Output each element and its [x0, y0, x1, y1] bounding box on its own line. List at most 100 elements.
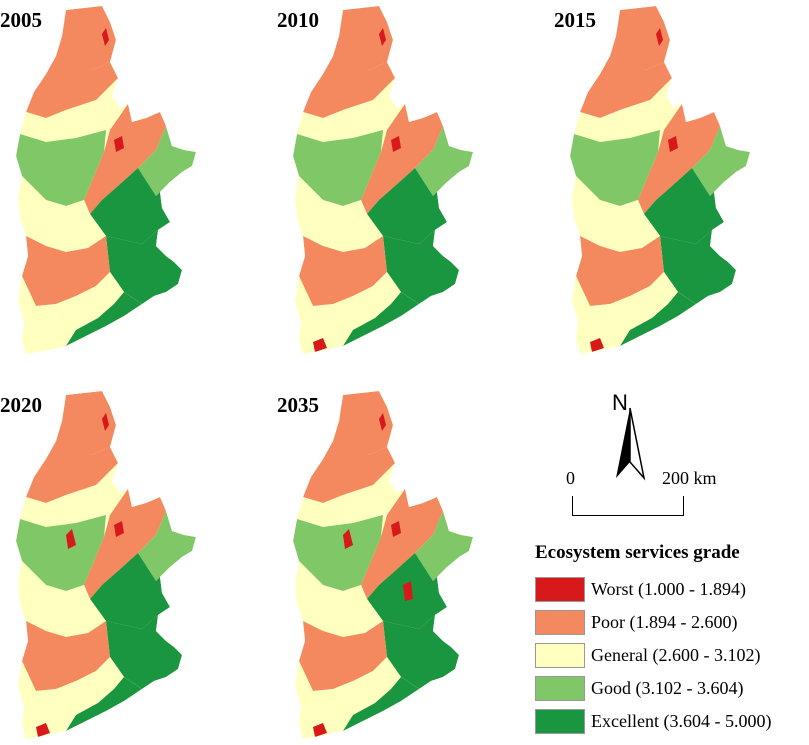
region-map [293, 391, 473, 739]
grade-zone [293, 130, 383, 206]
grade-zone [297, 481, 397, 527]
grade-zone [620, 292, 696, 346]
legend-swatch [535, 643, 585, 668]
legend-swatch [535, 676, 585, 701]
map-panel-2005: 2005 [0, 0, 260, 360]
grade-zone [16, 130, 106, 206]
grade-zone [415, 126, 473, 196]
north-letter: N [612, 390, 628, 415]
panel-year-label: 2035 [277, 393, 319, 417]
grade-zone [26, 56, 118, 118]
legend-swatch [535, 610, 585, 635]
grade-zone [18, 657, 142, 739]
worst-grade-patch [391, 136, 401, 152]
legend-label: Poor (1.894 - 2.600) [591, 612, 738, 632]
grade-zone [18, 561, 106, 637]
region-map [293, 6, 473, 354]
grade-zone [303, 56, 395, 118]
grade-zone [361, 489, 443, 599]
worst-grade-patch [379, 413, 386, 431]
legend-label: General (2.600 - 3.102) [591, 645, 761, 665]
grade-zone [297, 96, 397, 142]
legend-swatch [535, 709, 585, 734]
grade-zone [106, 230, 182, 304]
grade-zone [580, 56, 672, 118]
scale-bar: 0 200 km [560, 468, 750, 528]
grade-zone [415, 511, 473, 581]
scale-line [572, 496, 684, 516]
grade-zone [333, 391, 393, 455]
grade-zone [570, 130, 660, 206]
legend-label: Worst (1.000 - 1.894) [591, 579, 747, 599]
grade-zone [343, 292, 419, 346]
grade-zone [16, 515, 106, 591]
grade-zone [572, 176, 660, 252]
legend-label: Excellent (3.604 - 5.000) [591, 711, 772, 731]
grade-zone [293, 515, 383, 591]
grade-zone [343, 677, 419, 731]
grade-zone [18, 272, 142, 354]
legend-item-poor: Poor (1.894 - 2.600) [535, 606, 807, 639]
grade-zone [22, 621, 110, 691]
grade-zone [576, 236, 664, 306]
worst-grade-patch [313, 338, 327, 352]
panel-year-label: 2020 [0, 393, 42, 417]
grade-zone [303, 441, 395, 503]
worst-grade-patch [66, 529, 76, 549]
grade-zone [295, 272, 419, 354]
panel-year-label: 2010 [277, 8, 319, 32]
legend-item-general: General (2.600 - 3.102) [535, 639, 807, 672]
worst-grade-patch [668, 136, 678, 152]
worst-grade-patch [590, 338, 604, 352]
scale-max-label: 200 km [662, 468, 717, 488]
grade-zone [20, 481, 120, 527]
grade-zone [644, 168, 724, 244]
grade-zone [299, 236, 387, 306]
grade-zone [610, 6, 670, 70]
grade-zone [66, 292, 142, 346]
grade-zone [333, 6, 393, 70]
grade-zone [90, 553, 170, 629]
region-map [16, 6, 196, 354]
worst-grade-patch [656, 28, 663, 46]
legend-label: Good (3.102 - 3.604) [591, 678, 744, 698]
worst-grade-patch [403, 581, 413, 601]
region-map [570, 6, 750, 354]
worst-grade-patch [36, 723, 50, 737]
grade-zone [692, 126, 750, 196]
grade-zone [26, 441, 118, 503]
grade-zone [383, 615, 459, 689]
grade-zone [138, 126, 196, 196]
map-panel-2015: 2015 [554, 0, 809, 360]
panel-year-label: 2005 [0, 8, 42, 32]
scale-zero-label: 0 [566, 468, 575, 488]
worst-grade-patch [114, 136, 124, 152]
grade-zone [84, 489, 166, 599]
north-arrow-icon [616, 407, 646, 481]
grade-zone [638, 104, 720, 214]
grade-zone [295, 176, 383, 252]
worst-grade-patch [102, 28, 109, 46]
region-map [16, 391, 196, 739]
worst-grade-patch [114, 521, 124, 537]
grade-zone [18, 176, 106, 252]
grade-zone [20, 96, 120, 142]
worst-grade-patch [379, 28, 386, 46]
legend-item-excellent: Excellent (3.604 - 5.000) [535, 705, 807, 738]
grade-zone [295, 657, 419, 739]
legend-item-good: Good (3.102 - 3.604) [535, 672, 807, 705]
map-panel-2020: 2020 [0, 385, 260, 745]
grade-zone [295, 561, 383, 637]
grade-zone [138, 511, 196, 581]
worst-grade-patch [313, 723, 327, 737]
grade-zone [383, 230, 459, 304]
legend-swatch [535, 577, 585, 602]
grade-zone [106, 615, 182, 689]
grade-zone [660, 230, 736, 304]
legend: Ecosystem services grade Worst (1.000 - … [535, 542, 807, 738]
grade-zone [56, 391, 116, 455]
grade-zone [574, 96, 674, 142]
grade-zone [66, 677, 142, 731]
worst-grade-patch [102, 413, 109, 431]
legend-item-worst: Worst (1.000 - 1.894) [535, 573, 807, 606]
